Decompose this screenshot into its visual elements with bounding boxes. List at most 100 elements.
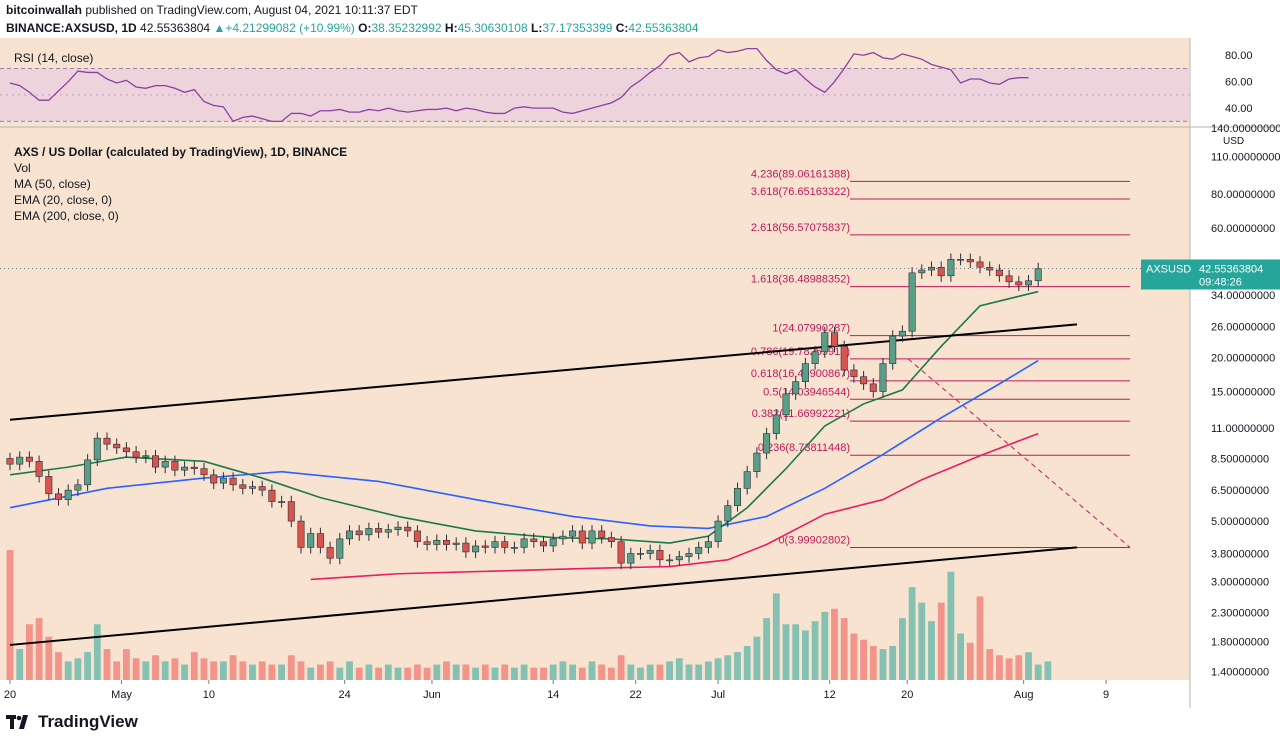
volume-bar xyxy=(152,655,159,680)
volume-bar xyxy=(190,652,198,680)
candle-up xyxy=(1034,268,1042,282)
candle-up xyxy=(666,559,674,562)
volume-bar xyxy=(782,624,790,680)
volume-bar xyxy=(462,664,470,680)
volume-bar xyxy=(132,658,140,680)
volume-bar xyxy=(229,655,237,680)
volume-bar xyxy=(549,664,557,680)
rsi-legend: RSI (14, close) xyxy=(14,51,94,65)
candle-down xyxy=(501,541,509,548)
volume-bar xyxy=(239,661,247,680)
candle-down xyxy=(830,332,838,347)
volume-bar xyxy=(258,661,266,680)
volume-bar xyxy=(578,667,586,680)
volume-bar xyxy=(675,658,683,680)
candle-up xyxy=(520,538,528,548)
volume-bar xyxy=(986,649,994,680)
volume-bar xyxy=(45,636,53,680)
price-axis-background xyxy=(1190,38,1280,708)
candle-down xyxy=(530,538,538,542)
candle-up xyxy=(569,530,577,537)
series-upper-trendline xyxy=(9,323,1078,421)
time-axis-tick: 24 xyxy=(339,689,351,701)
volume-bar xyxy=(326,661,334,680)
chart-canvas[interactable]: 80.00 60.00 40.00 4.236(89.06161388) 3.618(7… xyxy=(0,38,1280,708)
high-label: H: xyxy=(444,21,458,35)
volume-bar xyxy=(869,645,877,680)
high-value: 45.30630108 xyxy=(457,21,528,35)
time-axis-tick: 20 xyxy=(4,689,16,701)
price-tag-background xyxy=(1141,259,1280,290)
close-label: C: xyxy=(615,21,629,35)
candle-down xyxy=(25,456,33,462)
fib-level-label: 1(24.07990287) xyxy=(772,323,850,335)
candle-down xyxy=(1005,275,1013,283)
close-value: 42.55363804 xyxy=(628,21,699,35)
time-axis-tick: 10 xyxy=(203,689,215,701)
volume-bar xyxy=(384,664,392,680)
candle-down xyxy=(442,539,450,545)
volume-bar xyxy=(899,618,906,680)
volume-bar xyxy=(666,661,673,680)
candle-up xyxy=(724,505,732,522)
volume-bar xyxy=(627,664,635,680)
rsi-line xyxy=(9,47,1029,123)
candle-up xyxy=(249,486,257,489)
arrow-up-icon: ▲ xyxy=(213,21,226,35)
fib-level-label: 0.382(11.66992221) xyxy=(752,408,850,420)
candle-up xyxy=(549,538,557,547)
candle-down xyxy=(316,533,324,548)
volume-bar xyxy=(840,618,848,680)
volume-bar xyxy=(74,658,82,680)
volume-bar xyxy=(850,633,858,680)
price-value: 42.55363804 xyxy=(140,21,211,35)
volume-bar xyxy=(443,661,450,680)
vol-legend: Vol xyxy=(14,161,31,175)
candle-down xyxy=(976,261,984,268)
time-axis-tick: 22 xyxy=(630,689,642,701)
candle-up xyxy=(345,530,353,540)
volume-bar xyxy=(346,661,353,680)
rsi-axis-tick: 60.00 xyxy=(1225,77,1253,89)
time-axis-tick: Jun xyxy=(423,689,441,701)
tradingview-logo[interactable]: TradingView xyxy=(6,712,138,732)
price-tag-price: 42.55363804 xyxy=(1199,263,1263,275)
price-axis-unit: USD xyxy=(1223,136,1244,147)
time-axis-tick: 14 xyxy=(547,689,559,701)
price-axis-tick: 3.80000000 xyxy=(1211,548,1269,560)
price-axis-tick: 26.00000000 xyxy=(1211,322,1275,334)
volume-bar xyxy=(996,655,1003,680)
publisher-name[interactable]: bitcoinwallah xyxy=(6,3,83,17)
ma50-legend: MA (50, close) xyxy=(14,177,91,191)
volume-bar xyxy=(200,658,208,680)
series-ema-20-close-0- xyxy=(9,290,1039,544)
candle-up xyxy=(84,459,92,486)
volume-bar xyxy=(355,667,363,680)
volume-bar xyxy=(705,661,712,680)
candle-up xyxy=(704,541,712,548)
rsi-axis-tick: 40.00 xyxy=(1225,103,1253,115)
volume-bar xyxy=(637,667,644,680)
price-axis-tick: 80.00000000 xyxy=(1211,189,1275,201)
volume-bar xyxy=(220,661,227,680)
volume-bar xyxy=(743,645,751,680)
fib-level-label: 3.618(76.65163322) xyxy=(751,186,850,198)
candle-up xyxy=(452,542,460,545)
candle-down xyxy=(45,476,53,495)
time-axis-tick: 12 xyxy=(824,689,836,701)
volume-bar xyxy=(93,624,101,680)
candle-down xyxy=(860,376,868,385)
low-value: 37.17353399 xyxy=(542,21,613,35)
volume-bar xyxy=(831,608,838,680)
candle-up xyxy=(491,541,499,548)
candle-down xyxy=(200,468,208,476)
time-axis-tick: Aug xyxy=(1014,689,1034,701)
volume-bar xyxy=(268,664,276,680)
candle-up xyxy=(588,530,596,544)
candle-down xyxy=(229,477,237,486)
price-axis-tick: 1.40000000 xyxy=(1211,666,1269,678)
price-tag-countdown: 09:48:26 xyxy=(1199,276,1242,288)
volume-bar xyxy=(569,664,576,680)
volume-bar xyxy=(772,593,780,680)
brand-name: TradingView xyxy=(38,712,138,731)
